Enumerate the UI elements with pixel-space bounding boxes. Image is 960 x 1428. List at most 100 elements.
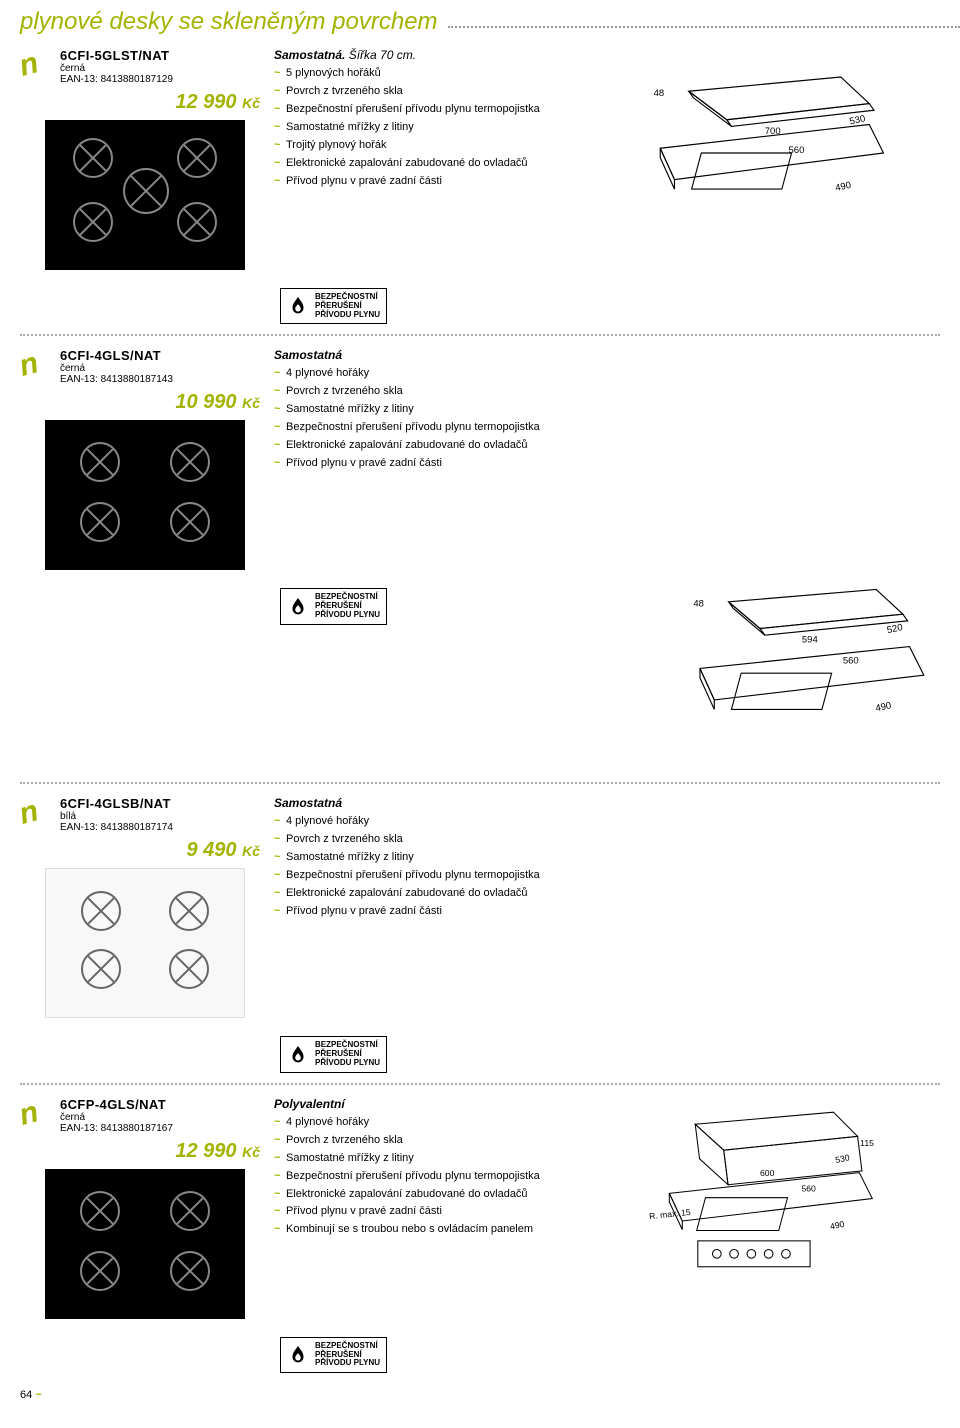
section-divider bbox=[20, 334, 940, 336]
feature-item: Přívod plynu v pravé zadní části bbox=[274, 1204, 580, 1220]
svg-text:48: 48 bbox=[693, 599, 704, 610]
feature-item: Trojitý plynový hořák bbox=[274, 138, 580, 154]
svg-text:490: 490 bbox=[834, 180, 852, 194]
feature-col: Polyvalentní 4 plynové hořáky Povrch z t… bbox=[270, 1097, 580, 1241]
price: 12 990 Kč bbox=[20, 91, 270, 114]
feature-list: 4 plynové hořáky Povrch z tvrzeného skla… bbox=[274, 1115, 580, 1239]
model-ean: EAN-13: 8413880187143 bbox=[60, 374, 173, 385]
feature-item: Elektronické zapalování zabudované do ov… bbox=[274, 1187, 580, 1203]
svg-text:48: 48 bbox=[654, 88, 665, 99]
feature-item: Samostatné mřížky z litiny bbox=[274, 402, 580, 418]
svg-text:530: 530 bbox=[834, 1152, 850, 1165]
section-divider bbox=[20, 1083, 940, 1085]
model-code: 6CFI-4GLSB/NAT bbox=[60, 796, 173, 811]
dimension-diagram: 48 594 520 560 490 bbox=[660, 578, 940, 778]
title-dotline bbox=[448, 26, 960, 28]
new-icon: n bbox=[16, 1093, 58, 1135]
product-image bbox=[45, 420, 245, 570]
section-divider bbox=[20, 782, 940, 784]
badge-text: BEZPEČNOSTNÍ PŘERUŠENÍ PŘÍVODU PLYNU bbox=[315, 593, 380, 619]
product-left: n 6CFI-5GLST/NAT černá EAN-13: 841388018… bbox=[20, 48, 270, 270]
dimension-diagram: 48 700 530 560 490 bbox=[630, 58, 890, 248]
model-color: černá bbox=[60, 63, 173, 74]
new-icon: n bbox=[16, 793, 58, 835]
feature-item: Bezpečnostní přerušení přívodu plynu ter… bbox=[274, 420, 580, 436]
feature-heading: Samostatná bbox=[274, 796, 580, 810]
svg-text:490: 490 bbox=[875, 701, 893, 715]
feature-heading: Samostatná. Šířka 70 cm. bbox=[274, 48, 580, 62]
product-left: n 6CFP-4GLS/NAT černá EAN-13: 8413880187… bbox=[20, 1097, 270, 1319]
svg-text:700: 700 bbox=[765, 126, 781, 137]
price: 9 490 Kč bbox=[20, 839, 270, 862]
badge-text: BEZPEČNOSTNÍ PŘERUŠENÍ PŘÍVODU PLYNU bbox=[315, 293, 380, 319]
feature-item: Přívod plynu v pravé zadní části bbox=[274, 904, 580, 920]
badge-text: BEZPEČNOSTNÍ PŘERUŠENÍ PŘÍVODU PLYNU bbox=[315, 1041, 380, 1067]
feature-item: Bezpečnostní přerušení přívodu plynu ter… bbox=[274, 868, 580, 884]
page-footer: 64 ~ bbox=[0, 1379, 960, 1407]
feature-list: 4 plynové hořáky Povrch z tvrzeného skla… bbox=[274, 814, 580, 920]
model-color: černá bbox=[60, 1112, 173, 1123]
model-code: 6CFI-5GLST/NAT bbox=[60, 48, 173, 63]
model-code: 6CFI-4GLS/NAT bbox=[60, 348, 173, 363]
model-ean: EAN-13: 8413880187129 bbox=[60, 74, 173, 85]
badge-text: BEZPEČNOSTNÍ PŘERUŠENÍ PŘÍVODU PLYNU bbox=[315, 1342, 380, 1368]
safety-badge: BEZPEČNOSTNÍ PŘERUŠENÍ PŘÍVODU PLYNU bbox=[280, 1036, 387, 1072]
svg-text:600: 600 bbox=[760, 1168, 775, 1178]
diagram-col: 115 600 530 560 490 R. max. 15 bbox=[580, 1097, 940, 1297]
feature-item: 4 plynové hořáky bbox=[274, 366, 580, 382]
price: 12 990 Kč bbox=[20, 1140, 270, 1163]
feature-heading: Polyvalentní bbox=[274, 1097, 580, 1111]
feature-heading: Samostatná bbox=[274, 348, 580, 362]
feature-col: Samostatná. Šířka 70 cm. 5 plynových hoř… bbox=[270, 48, 580, 192]
price: 10 990 Kč bbox=[20, 391, 270, 414]
model-ean: EAN-13: 8413880187174 bbox=[60, 822, 173, 833]
feature-item: Elektronické zapalování zabudované do ov… bbox=[274, 438, 580, 454]
flame-icon bbox=[287, 596, 309, 618]
feature-item: Samostatné mřížky z litiny bbox=[274, 850, 580, 866]
feature-item: Samostatné mřížky z litiny bbox=[274, 1151, 580, 1167]
new-icon: n bbox=[16, 44, 58, 86]
feature-col: Samostatná 4 plynové hořáky Povrch z tvr… bbox=[270, 796, 580, 922]
model-color: černá bbox=[60, 363, 173, 374]
page-title: plynové desky se skleněným povrchem bbox=[0, 0, 960, 40]
safety-badge: BEZPEČNOSTNÍ PŘERUŠENÍ PŘÍVODU PLYNU bbox=[280, 588, 387, 624]
svg-text:R. max. 15: R. max. 15 bbox=[649, 1207, 692, 1221]
page-title-text: plynové desky se skleněným povrchem bbox=[20, 8, 438, 36]
product-row: n 6CFP-4GLS/NAT černá EAN-13: 8413880187… bbox=[0, 1089, 960, 1327]
feature-item: Elektronické zapalování zabudované do ov… bbox=[274, 156, 580, 172]
model-code: 6CFP-4GLS/NAT bbox=[60, 1097, 173, 1112]
svg-text:490: 490 bbox=[829, 1219, 845, 1232]
product-left: n 6CFI-4GLSB/NAT bílá EAN-13: 8413880187… bbox=[20, 796, 270, 1018]
new-icon: n bbox=[16, 345, 58, 387]
feature-item: Povrch z tvrzeného skla bbox=[274, 84, 580, 100]
feature-item: Přívod plynu v pravé zadní části bbox=[274, 174, 580, 190]
feature-col: Samostatná 4 plynové hořáky Povrch z tvr… bbox=[270, 348, 580, 474]
safety-badge: BEZPEČNOSTNÍ PŘERUŠENÍ PŘÍVODU PLYNU bbox=[280, 288, 387, 324]
svg-text:115: 115 bbox=[860, 1138, 874, 1148]
product-image bbox=[45, 868, 245, 1018]
diagram-col: 48 700 530 560 490 bbox=[580, 48, 940, 248]
feature-item: Povrch z tvrzeného skla bbox=[274, 832, 580, 848]
svg-text:560: 560 bbox=[789, 145, 805, 156]
feature-item: Samostatné mřížky z litiny bbox=[274, 120, 580, 136]
feature-item: Elektronické zapalování zabudované do ov… bbox=[274, 886, 580, 902]
page-number: 64 bbox=[20, 1389, 32, 1401]
feature-item: Povrch z tvrzeného skla bbox=[274, 384, 580, 400]
model-color: bílá bbox=[60, 811, 173, 822]
feature-item: Bezpečnostní přerušení přívodu plynu ter… bbox=[274, 1169, 580, 1185]
flame-icon bbox=[287, 295, 309, 317]
feature-item: 5 plynových hořáků bbox=[274, 66, 580, 82]
feature-item: 4 plynové hořáky bbox=[274, 1115, 580, 1131]
feature-item: Povrch z tvrzeného skla bbox=[274, 1133, 580, 1149]
product-row: n 6CFI-4GLS/NAT černá EAN-13: 8413880187… bbox=[0, 340, 960, 578]
feature-item: 4 plynové hořáky bbox=[274, 814, 580, 830]
feature-list: 4 plynové hořáky Povrch z tvrzeného skla… bbox=[274, 366, 580, 472]
model-ean: EAN-13: 8413880187167 bbox=[60, 1123, 173, 1134]
feature-item: Bezpečnostní přerušení přívodu plynu ter… bbox=[274, 102, 580, 118]
product-image bbox=[45, 120, 245, 270]
safety-badge: BEZPEČNOSTNÍ PŘERUŠENÍ PŘÍVODU PLYNU bbox=[280, 1337, 387, 1373]
flame-icon bbox=[287, 1344, 309, 1366]
product-row: n 6CFI-5GLST/NAT černá EAN-13: 841388018… bbox=[0, 40, 960, 278]
product-left: n 6CFI-4GLS/NAT černá EAN-13: 8413880187… bbox=[20, 348, 270, 570]
product-image bbox=[45, 1169, 245, 1319]
